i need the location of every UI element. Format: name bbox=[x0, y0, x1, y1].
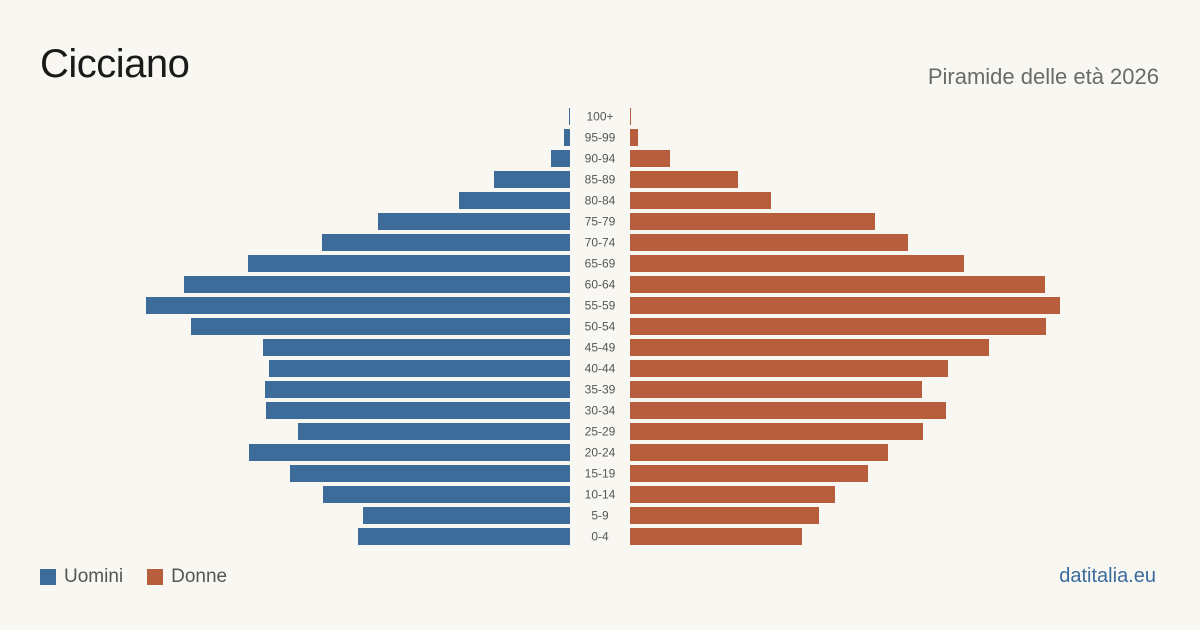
legend-item-female: Donne bbox=[147, 566, 227, 588]
bar-male-80-84 bbox=[459, 192, 570, 209]
bar-male-90-94 bbox=[551, 150, 570, 167]
age-group-label: 95-99 bbox=[585, 131, 616, 145]
age-group-label: 50-54 bbox=[585, 320, 616, 334]
bar-female-55-59 bbox=[630, 297, 1060, 314]
bar-male-70-74 bbox=[322, 234, 570, 251]
bar-male-0-4 bbox=[358, 528, 570, 545]
bar-female-10-14 bbox=[630, 486, 835, 503]
page-title: Cicciano bbox=[40, 42, 190, 86]
bar-female-15-19 bbox=[630, 465, 868, 482]
age-group-label: 10-14 bbox=[585, 488, 616, 502]
bar-male-60-64 bbox=[184, 276, 570, 293]
bar-female-25-29 bbox=[630, 423, 923, 440]
age-group-label: 40-44 bbox=[585, 362, 616, 376]
age-group-label: 0-4 bbox=[591, 530, 609, 544]
bar-female-5-9 bbox=[630, 507, 819, 524]
age-group-label: 85-89 bbox=[585, 173, 616, 187]
bar-female-30-34 bbox=[630, 402, 946, 419]
male-swatch-icon bbox=[40, 569, 56, 585]
age-group-label: 30-34 bbox=[585, 404, 616, 418]
bar-female-100plus bbox=[630, 108, 631, 125]
bar-male-45-49 bbox=[263, 339, 570, 356]
age-group-label: 65-69 bbox=[585, 257, 616, 271]
bar-female-60-64 bbox=[630, 276, 1045, 293]
bar-male-30-34 bbox=[266, 402, 570, 419]
bar-male-55-59 bbox=[146, 297, 570, 314]
source-link[interactable]: datitalia.eu bbox=[1059, 565, 1156, 587]
bar-female-70-74 bbox=[630, 234, 908, 251]
age-group-label: 75-79 bbox=[585, 215, 616, 229]
bar-female-40-44 bbox=[630, 360, 948, 377]
age-group-label: 35-39 bbox=[585, 383, 616, 397]
bar-female-45-49 bbox=[630, 339, 989, 356]
age-group-label: 60-64 bbox=[585, 278, 616, 292]
bar-male-10-14 bbox=[323, 486, 570, 503]
bar-male-50-54 bbox=[191, 318, 570, 335]
bar-male-95-99 bbox=[564, 129, 570, 146]
age-group-label: 15-19 bbox=[585, 467, 616, 481]
age-group-label: 100+ bbox=[586, 110, 613, 124]
bar-female-0-4 bbox=[630, 528, 802, 545]
bar-male-25-29 bbox=[298, 423, 570, 440]
age-group-label: 55-59 bbox=[585, 299, 616, 313]
legend: Uomini Donne bbox=[40, 566, 251, 588]
legend-label-female: Donne bbox=[171, 566, 228, 587]
bar-male-35-39 bbox=[265, 381, 570, 398]
female-swatch-icon bbox=[147, 569, 164, 585]
age-group-label: 5-9 bbox=[591, 509, 609, 523]
bar-female-35-39 bbox=[630, 381, 922, 398]
age-group-label: 20-24 bbox=[585, 446, 616, 460]
bar-female-85-89 bbox=[630, 171, 738, 188]
bar-female-95-99 bbox=[630, 129, 638, 146]
age-group-label: 80-84 bbox=[585, 194, 616, 208]
legend-item-male: Uomini bbox=[40, 566, 123, 588]
age-group-label: 45-49 bbox=[585, 341, 616, 355]
bar-male-20-24 bbox=[249, 444, 570, 461]
bar-female-80-84 bbox=[630, 192, 771, 209]
legend-label-male: Uomini bbox=[64, 566, 124, 587]
bar-female-65-69 bbox=[630, 255, 964, 272]
bar-male-85-89 bbox=[494, 171, 570, 188]
bar-female-50-54 bbox=[630, 318, 1046, 335]
bar-male-15-19 bbox=[290, 465, 570, 482]
bar-male-65-69 bbox=[248, 255, 570, 272]
bar-male-100plus bbox=[569, 108, 570, 125]
bar-male-40-44 bbox=[269, 360, 570, 377]
bar-male-5-9 bbox=[363, 507, 570, 524]
age-group-label: 25-29 bbox=[585, 425, 616, 439]
age-group-label: 90-94 bbox=[585, 152, 616, 166]
bar-female-20-24 bbox=[630, 444, 888, 461]
bar-female-90-94 bbox=[630, 150, 670, 167]
bar-female-75-79 bbox=[630, 213, 875, 230]
age-group-label: 70-74 bbox=[585, 236, 616, 250]
bar-male-75-79 bbox=[378, 213, 570, 230]
chart-subtitle: Piramide delle età 2026 bbox=[927, 64, 1159, 89]
